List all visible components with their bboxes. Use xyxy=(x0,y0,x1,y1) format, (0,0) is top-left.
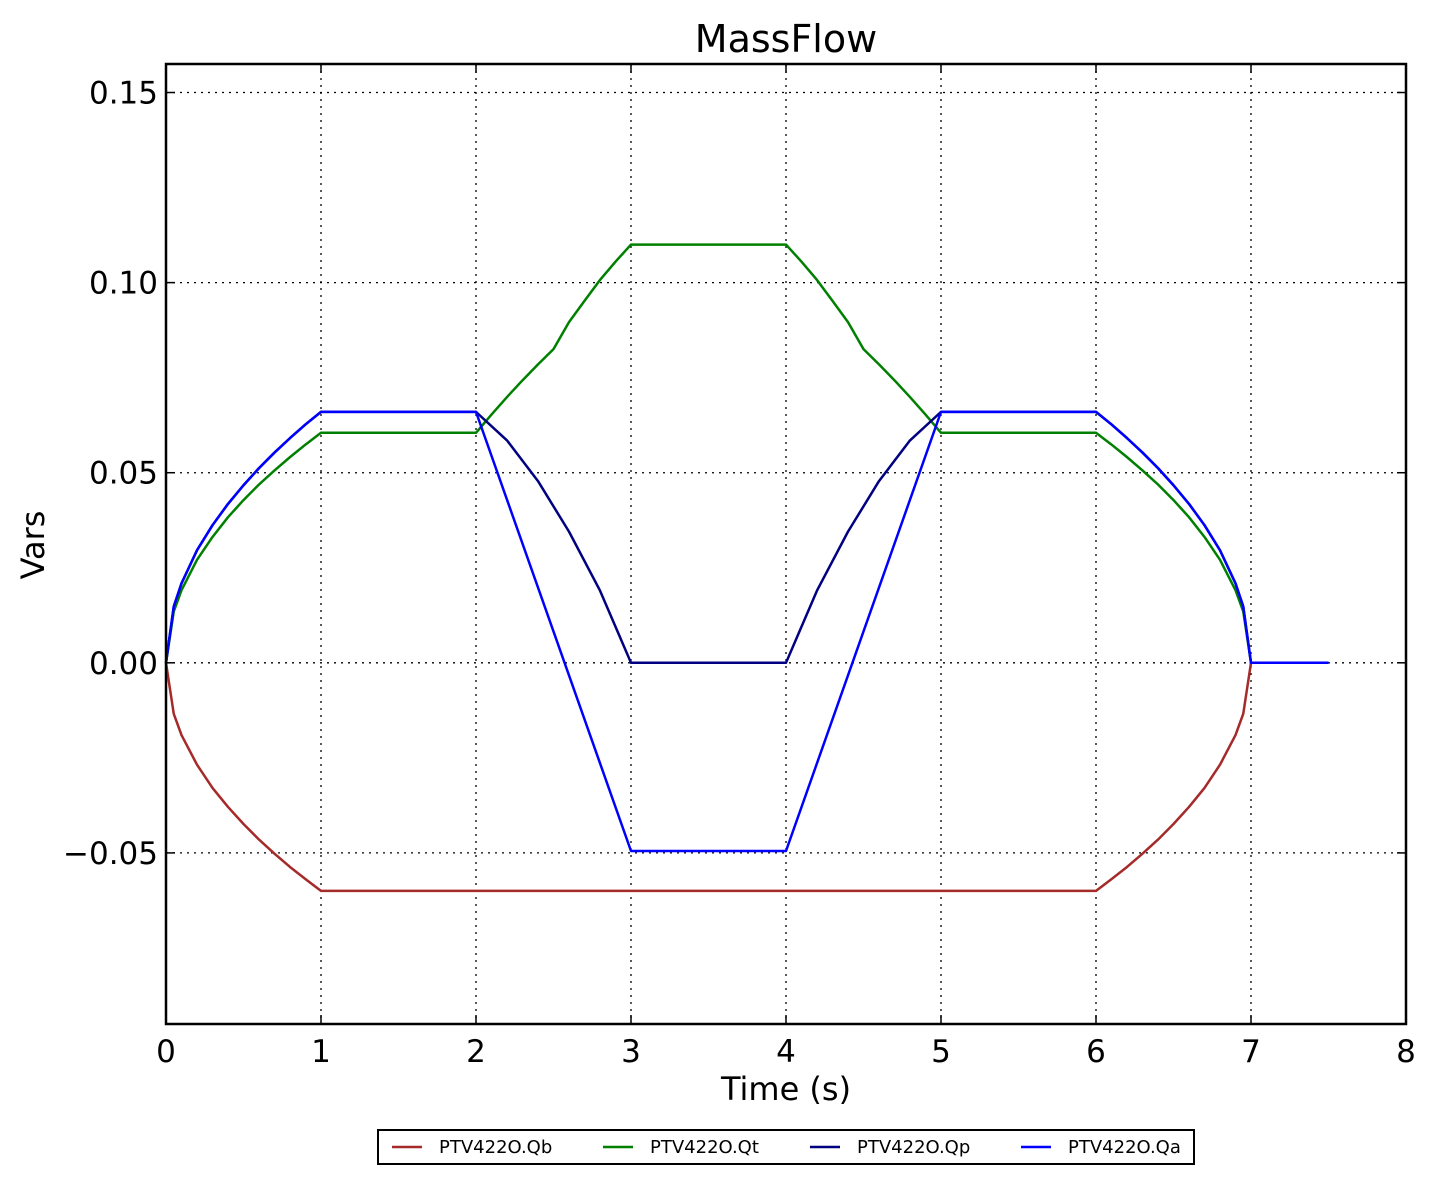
legend-label: PTV422O.Qt xyxy=(650,1137,759,1158)
series-line-2 xyxy=(164,243,1329,665)
x-tick-label: 8 xyxy=(1396,1034,1416,1070)
legend-label: PTV422O.Qb xyxy=(439,1137,552,1158)
y-axis-title: Vars xyxy=(14,511,52,580)
chart-title: MassFlow xyxy=(695,17,877,61)
legend: PTV422O.Qb PTV422O.Qt PTV422O.Qp PTV422O.Qa xyxy=(377,1129,1195,1165)
x-tick-label: 7 xyxy=(1241,1034,1261,1070)
y-tick-label: 0.15 xyxy=(89,76,158,112)
tick-labels: 0 1 2 3 4 5 6 7 8 −0.05 0.00 0.05 0.10 0.15 xyxy=(63,76,1416,1070)
y-tick-label: −0.05 xyxy=(63,836,158,872)
x-tick-label: 0 xyxy=(156,1034,176,1070)
x-tick-label: 4 xyxy=(776,1034,796,1070)
x-tick-label: 1 xyxy=(311,1034,331,1070)
grid-lines xyxy=(166,64,1406,1024)
legend-box xyxy=(377,1129,1195,1165)
series-layer xyxy=(164,243,1329,893)
series-line-4 xyxy=(164,410,1329,853)
y-tick-label: 0.10 xyxy=(89,266,158,302)
x-tick-label: 6 xyxy=(1086,1034,1106,1070)
y-tick-label: 0.05 xyxy=(89,456,158,492)
legend-label: PTV422O.Qp xyxy=(857,1137,970,1158)
x-tick-label: 3 xyxy=(621,1034,641,1070)
x-tick-label: 2 xyxy=(466,1034,486,1070)
x-tick-label: 5 xyxy=(931,1034,951,1070)
series-line-1 xyxy=(164,661,1329,893)
y-tick-label: 0.00 xyxy=(89,646,158,682)
axis-ticks xyxy=(165,64,1407,1024)
legend-label: PTV422O.Qa xyxy=(1068,1137,1181,1158)
x-axis-title: Time (s) xyxy=(720,1070,851,1108)
plot-area xyxy=(166,64,1406,1024)
